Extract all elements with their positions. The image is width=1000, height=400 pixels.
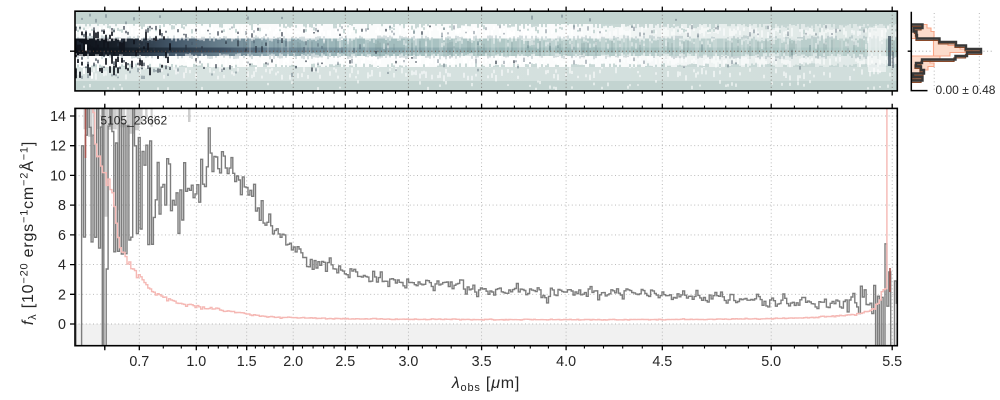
svg-text:λobs [μm]: λobs [μm]	[451, 375, 520, 394]
svg-text:5.0: 5.0	[761, 354, 781, 370]
svg-text:10: 10	[50, 168, 66, 184]
svg-text:14: 14	[50, 109, 66, 125]
svg-text:8: 8	[58, 198, 66, 214]
svg-text:4: 4	[58, 258, 66, 274]
svg-text:5105_23662: 5105_23662	[100, 114, 167, 128]
svg-text:2.5: 2.5	[335, 354, 355, 370]
svg-text:0: 0	[58, 317, 66, 333]
svg-text:1.0: 1.0	[186, 354, 206, 370]
svg-text:2: 2	[58, 287, 66, 303]
svg-text:2.0: 2.0	[283, 354, 303, 370]
svg-text:5.5: 5.5	[882, 354, 902, 370]
svg-text:6: 6	[58, 228, 66, 244]
svg-text:4.5: 4.5	[652, 354, 672, 370]
svg-text:12: 12	[50, 139, 66, 155]
svg-text:0.00 ± 0.48: 0.00 ± 0.48	[936, 83, 996, 97]
svg-text:fλ [10−20 ergs−1cm−2Å−1]: fλ [10−20 ergs−1cm−2Å−1]	[18, 141, 39, 325]
svg-text:3.5: 3.5	[472, 354, 492, 370]
svg-text:3.0: 3.0	[398, 354, 418, 370]
svg-text:4.0: 4.0	[556, 354, 576, 370]
svg-text:0.7: 0.7	[129, 354, 149, 370]
svg-text:1.5: 1.5	[237, 354, 257, 370]
